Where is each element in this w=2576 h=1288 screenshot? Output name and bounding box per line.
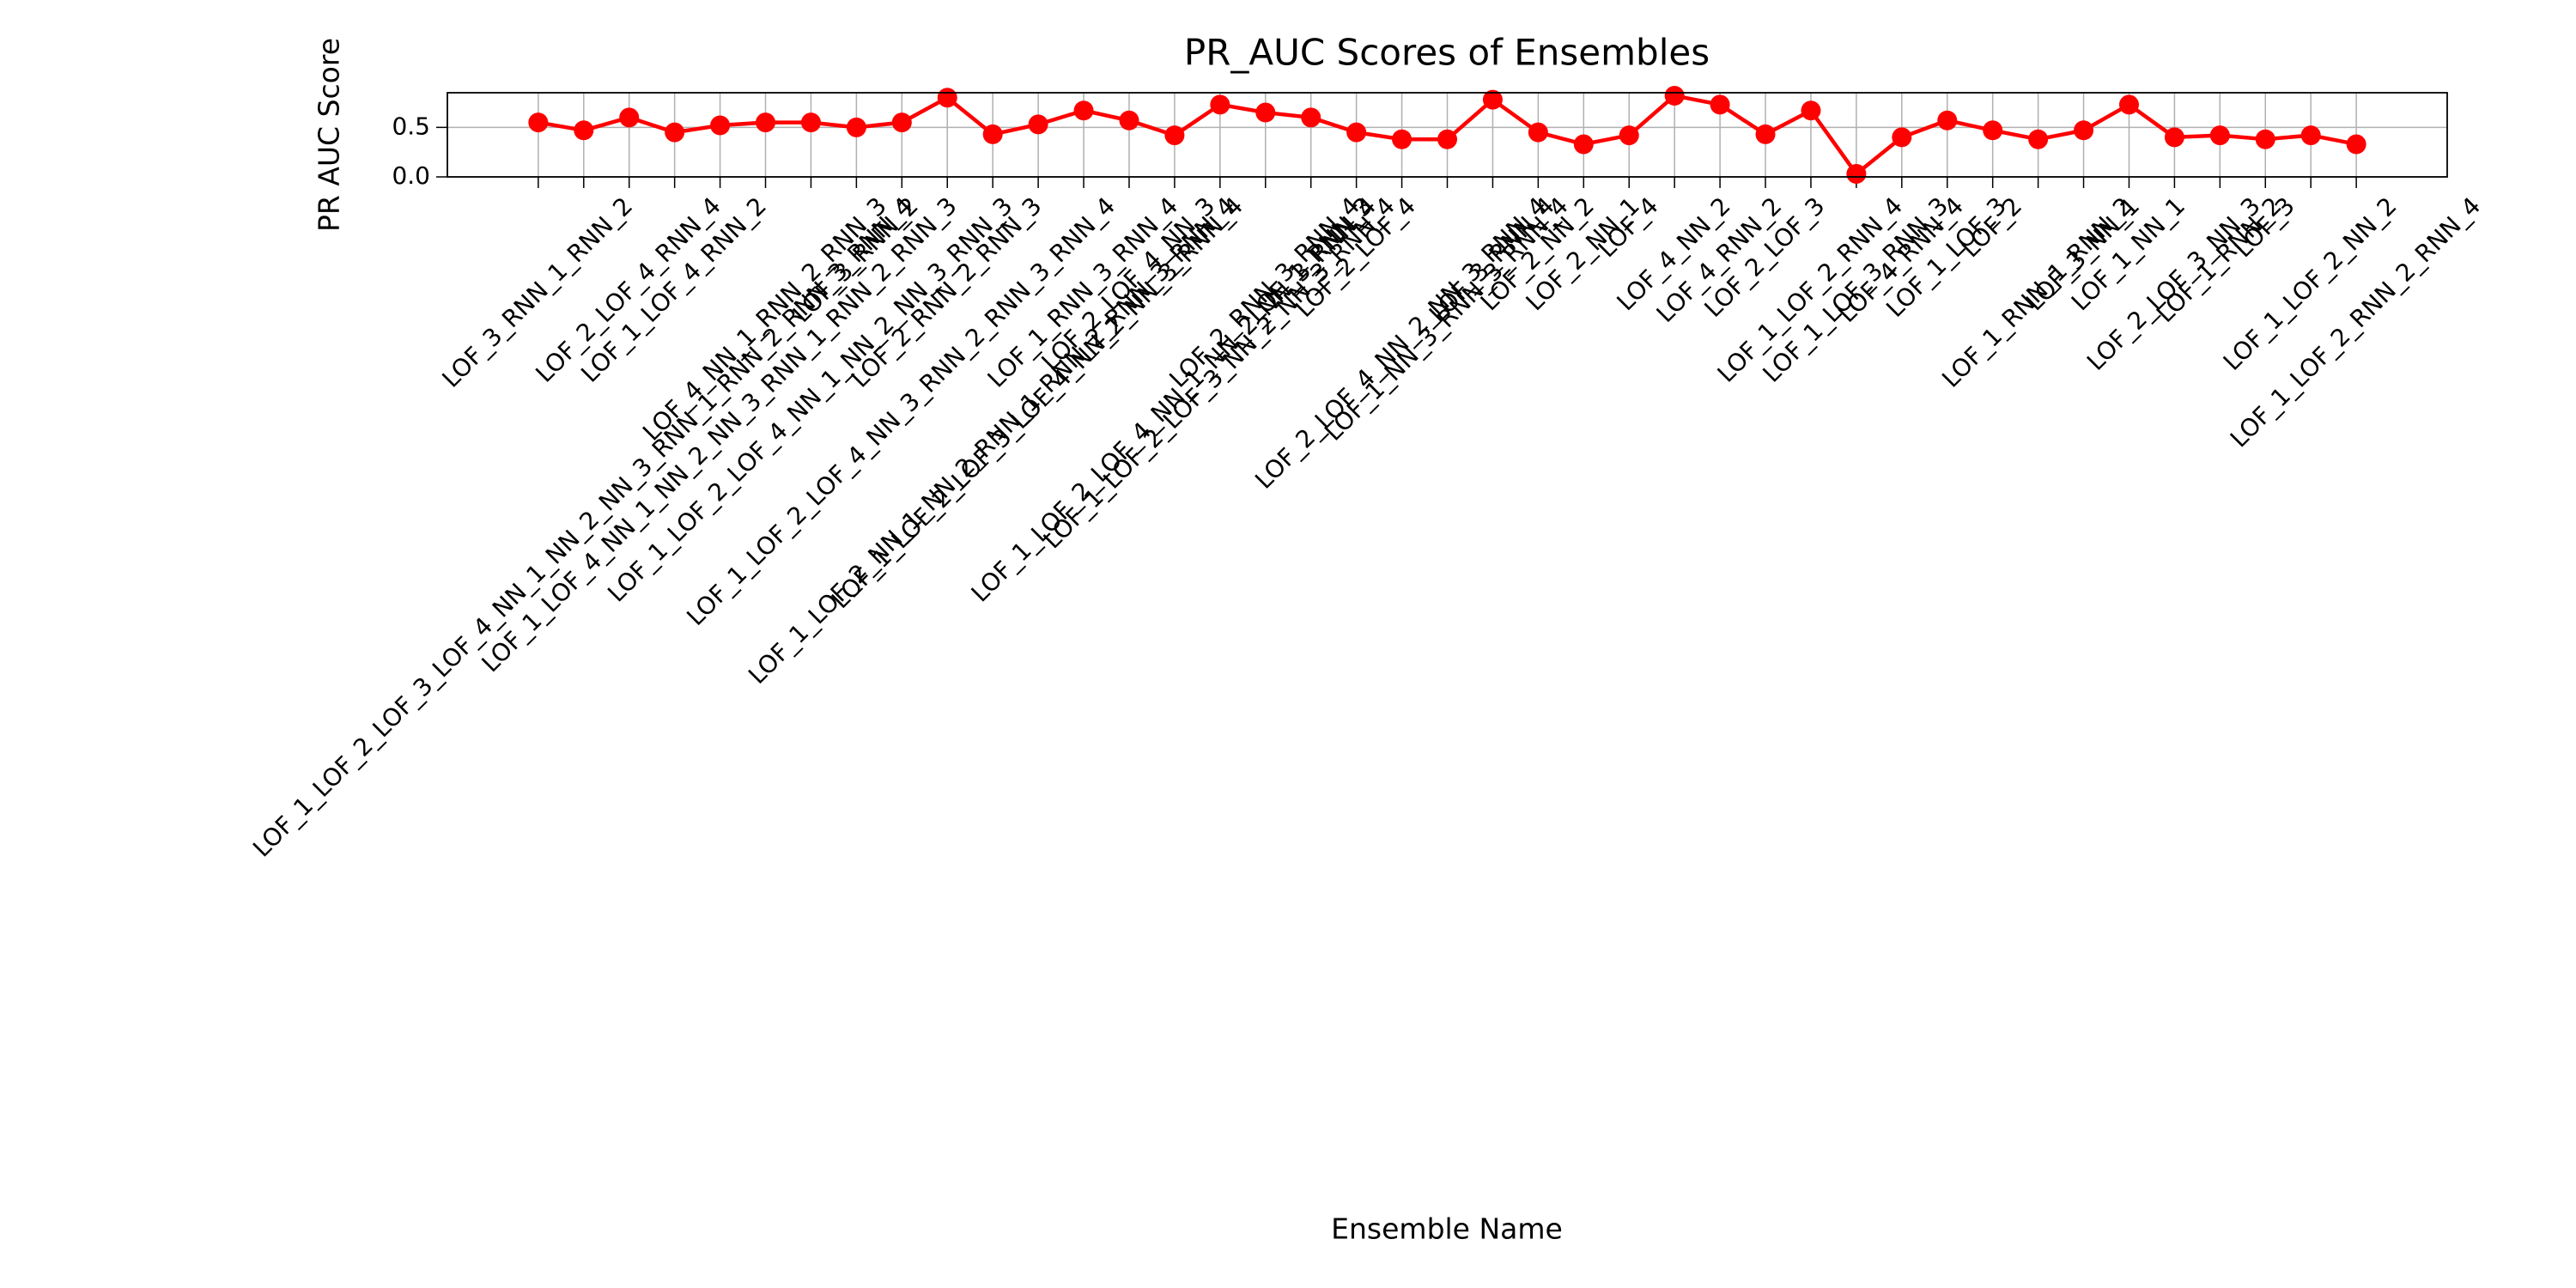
data-point — [1573, 134, 1594, 155]
data-point — [528, 112, 549, 133]
data-point — [2028, 129, 2049, 149]
data-point — [574, 120, 594, 141]
data-point — [2209, 125, 2230, 146]
data-point — [1028, 114, 1048, 135]
data-point — [1301, 107, 1321, 128]
data-point — [1892, 127, 1912, 148]
data-point — [2118, 94, 2139, 115]
data-point — [1664, 85, 1685, 106]
data-point — [1710, 94, 1730, 115]
data-point — [1619, 125, 1639, 146]
data-point — [937, 88, 957, 108]
y-axis-label: PR AUC Score — [313, 38, 346, 232]
data-point — [1482, 89, 1503, 110]
data-point — [1937, 110, 1958, 131]
data-point — [2255, 129, 2275, 149]
data-point — [2300, 125, 2321, 146]
data-point — [1346, 122, 1367, 143]
data-point — [1119, 110, 1139, 131]
data-point — [891, 112, 912, 133]
data-point — [665, 122, 685, 143]
x-axis-label: Ensemble Name — [1331, 1212, 1563, 1246]
chart-title: PR_AUC Scores of Ensembles — [1184, 32, 1710, 74]
data-point — [1392, 129, 1413, 149]
y-tick-label: 0.5 — [392, 112, 430, 140]
data-point — [1528, 122, 1548, 143]
plot-frame — [447, 92, 2448, 178]
data-point — [1983, 120, 2003, 141]
y-tick-label: 0.0 — [392, 161, 430, 190]
data-point — [2346, 134, 2366, 155]
data-point — [1437, 129, 1457, 149]
data-point — [846, 117, 866, 137]
data-point — [619, 107, 640, 128]
data-point — [982, 124, 1003, 144]
data-point — [710, 115, 731, 136]
data-point — [1755, 124, 1776, 144]
data-point — [756, 112, 776, 133]
data-point — [800, 112, 821, 133]
data-point — [1073, 100, 1094, 121]
data-point — [1801, 100, 1821, 121]
data-point — [2074, 120, 2094, 141]
data-point — [1210, 94, 1230, 115]
data-point — [1255, 102, 1276, 123]
data-point — [1164, 125, 1185, 146]
data-point — [2164, 127, 2184, 148]
data-point — [1846, 164, 1867, 185]
